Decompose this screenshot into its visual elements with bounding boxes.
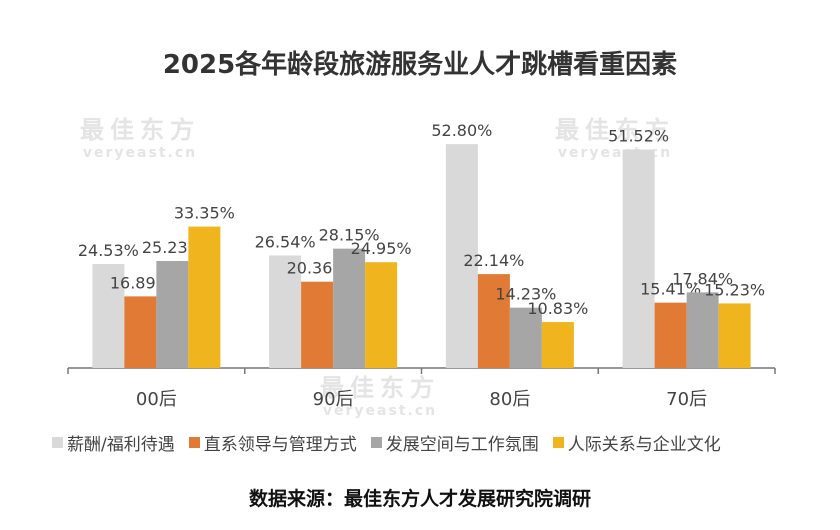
data-label: 52.80% — [431, 121, 492, 140]
bar — [686, 292, 719, 368]
data-label: 33.35% — [174, 204, 235, 223]
data-label: 24.53% — [78, 241, 139, 260]
data-source: 数据来源：最佳东方人才发展研究院调研 — [248, 488, 591, 510]
data-label: 26.54% — [255, 232, 316, 251]
data-label: 17.84% — [672, 269, 733, 288]
bar — [509, 307, 542, 368]
legend-item: 直系领导与管理方式 — [188, 430, 357, 455]
legend-item: 发展空间与工作氛围 — [370, 430, 539, 455]
legend-item: 人际关系与企业文化 — [552, 430, 721, 455]
legend-swatch — [370, 437, 382, 448]
bar — [333, 248, 366, 368]
data-label: 28.15% — [319, 226, 380, 245]
bar — [156, 261, 189, 368]
data-label: 22.14% — [463, 251, 524, 270]
bar — [445, 144, 478, 368]
data-label: 15.41% — [640, 280, 701, 299]
bar — [301, 281, 334, 368]
data-label: 51.52% — [608, 127, 669, 146]
data-label: 10.83% — [527, 299, 588, 318]
data-label: 24.95% — [351, 239, 412, 258]
legend-swatch — [552, 437, 564, 448]
bar — [622, 149, 655, 368]
data-label: 16.89% — [110, 273, 171, 292]
legend-label: 直系领导与管理方式 — [203, 435, 357, 455]
bar — [188, 226, 221, 368]
data-label: 25.23% — [142, 238, 203, 257]
x-tick-label: 00后 — [136, 389, 177, 410]
x-tick-label: 70后 — [666, 389, 707, 410]
legend-label: 薪酬/福利待遇 — [67, 435, 175, 455]
bar — [92, 263, 125, 368]
bar — [718, 303, 751, 368]
legend-swatch — [52, 437, 63, 448]
bar — [654, 302, 687, 368]
bar — [477, 274, 510, 368]
bar — [541, 322, 574, 368]
x-tick-label: 90后 — [313, 389, 354, 410]
bar — [124, 296, 157, 368]
legend-swatch — [188, 437, 200, 448]
chart-title: 2025各年龄段旅游服务业人才跳槽看重因素 — [162, 50, 678, 80]
legend-label: 发展空间与工作氛围 — [385, 435, 539, 455]
x-tick-label: 80后 — [489, 389, 530, 410]
legend: 薪酬/福利待遇 直系领导与管理方式 发展空间与工作氛围 人际关系与企业文化 — [52, 430, 721, 455]
data-label: 14.23% — [495, 285, 556, 304]
bar — [269, 255, 302, 368]
legend-item: 薪酬/福利待遇 — [52, 430, 175, 455]
data-label: 20.36% — [287, 259, 348, 278]
bar — [365, 262, 398, 368]
data-label: 15.23% — [704, 280, 765, 299]
legend-label: 人际关系与企业文化 — [567, 435, 721, 455]
